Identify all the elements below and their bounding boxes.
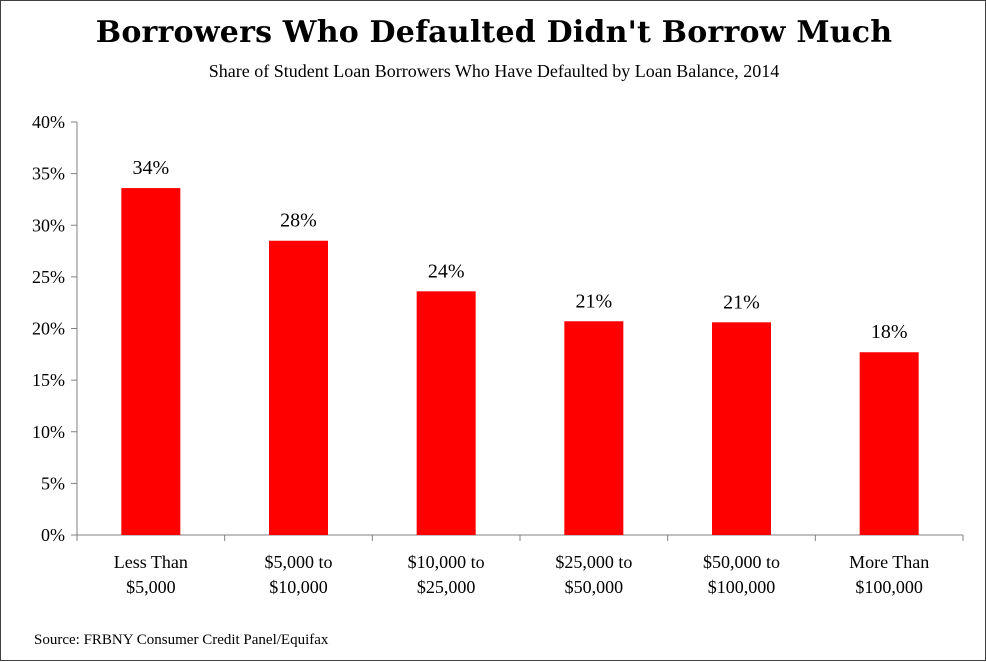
bar <box>416 291 476 535</box>
y-tick-label: 35% <box>32 164 65 184</box>
data-label: 21% <box>575 290 612 312</box>
y-tick-label: 15% <box>32 370 65 390</box>
x-tick-label: $25,000 <box>417 577 476 597</box>
y-tick-label: 25% <box>32 267 65 287</box>
x-tick-label: $5,000 to <box>264 552 332 572</box>
source-note: Source: FRBNY Consumer Credit Panel/Equi… <box>34 632 329 648</box>
data-label: 28% <box>280 210 317 232</box>
bar <box>859 352 919 535</box>
data-label: 34% <box>132 157 169 179</box>
x-tick-label: $50,000 to <box>703 552 780 572</box>
x-tick-label: More Than <box>849 552 929 572</box>
x-tick-label: $50,000 <box>565 577 624 597</box>
x-tick-label: $100,000 <box>855 577 923 597</box>
y-tick-label: 10% <box>32 422 65 442</box>
y-tick-label: 40% <box>32 112 65 132</box>
data-label: 21% <box>723 291 760 313</box>
data-label: 18% <box>871 321 908 343</box>
x-tick-label: $5,000 <box>126 577 176 597</box>
data-labels: 34% 28% 24% 21% 21% 18% <box>132 157 907 343</box>
x-tick-label: Less Than <box>114 552 188 572</box>
y-tick-label: 30% <box>32 215 65 235</box>
y-axis: 0% 5% 10% 15% 20% 25% 30% 35% 40% <box>32 112 78 545</box>
y-tick-label: 20% <box>32 319 65 339</box>
x-tick-label: $10,000 <box>269 577 328 597</box>
bar <box>564 321 624 535</box>
data-label: 24% <box>428 260 465 282</box>
y-tick-label: 0% <box>41 525 65 545</box>
y-tick-label: 5% <box>41 473 65 493</box>
chart-title: Borrowers Who Defaulted Didn't Borrow Mu… <box>95 15 893 50</box>
x-tick-label: $100,000 <box>708 577 776 597</box>
bar <box>269 240 328 536</box>
bar <box>121 188 181 535</box>
x-tick-label: $10,000 to <box>408 552 485 572</box>
x-axis: Less Than $5,000 $5,000 to $10,000 $10,000 t… <box>76 534 964 597</box>
x-tick-label: $25,000 to <box>555 552 632 572</box>
bars <box>121 188 919 536</box>
chart-subtitle: Share of Student Loan Borrowers Who Have… <box>208 61 780 81</box>
bar <box>712 322 771 535</box>
